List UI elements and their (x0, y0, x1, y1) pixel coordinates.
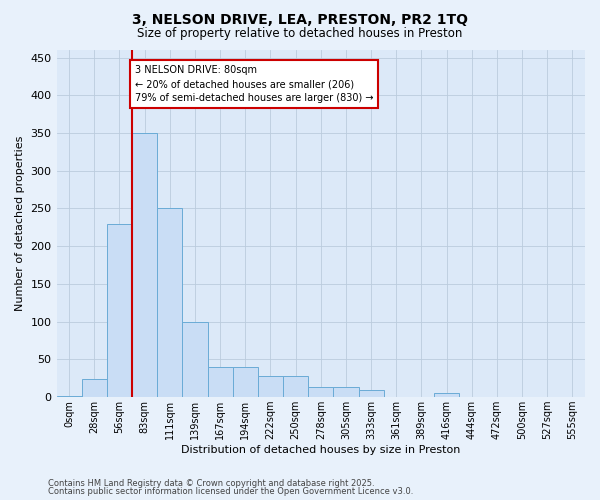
Text: 3, NELSON DRIVE, LEA, PRESTON, PR2 1TQ: 3, NELSON DRIVE, LEA, PRESTON, PR2 1TQ (132, 12, 468, 26)
X-axis label: Distribution of detached houses by size in Preston: Distribution of detached houses by size … (181, 445, 460, 455)
Bar (107, 224, 132, 397)
Bar (182, 322, 208, 397)
Text: 3 NELSON DRIVE: 80sqm
← 20% of detached houses are smaller (206)
79% of semi-det: 3 NELSON DRIVE: 80sqm ← 20% of detached … (134, 65, 373, 103)
Bar (233, 367, 258, 397)
Bar (157, 208, 182, 397)
Bar (434, 394, 459, 397)
Text: Size of property relative to detached houses in Preston: Size of property relative to detached ho… (137, 28, 463, 40)
Bar (308, 388, 334, 397)
Bar (258, 376, 283, 397)
Bar (82, 379, 107, 397)
Bar (56, 396, 82, 397)
Bar (283, 376, 308, 397)
Bar (359, 390, 383, 397)
Bar (208, 367, 233, 397)
Y-axis label: Number of detached properties: Number of detached properties (15, 136, 25, 312)
Text: Contains public sector information licensed under the Open Government Licence v3: Contains public sector information licen… (48, 487, 413, 496)
Text: Contains HM Land Registry data © Crown copyright and database right 2025.: Contains HM Land Registry data © Crown c… (48, 478, 374, 488)
Bar (334, 388, 359, 397)
Bar (132, 133, 157, 397)
